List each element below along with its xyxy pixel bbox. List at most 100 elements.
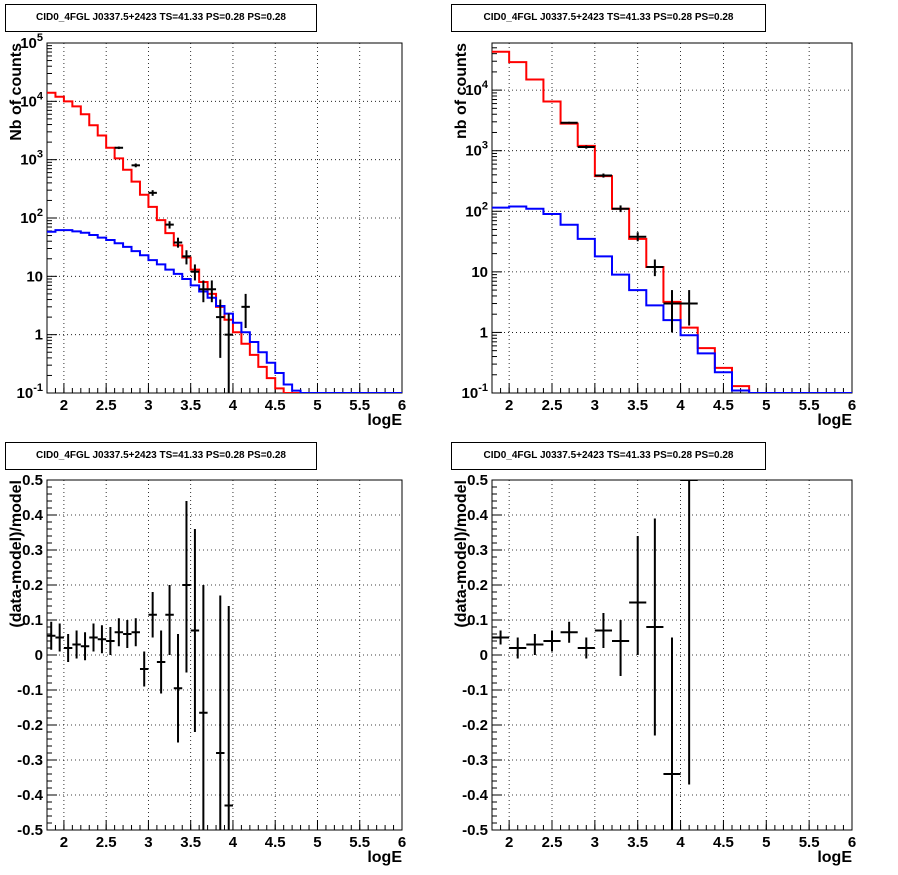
y-tick-label: 0.2 xyxy=(22,577,43,594)
data-point xyxy=(182,501,191,673)
data-point xyxy=(165,585,174,655)
x-tick-label: 5.5 xyxy=(799,834,820,851)
data-point xyxy=(241,293,250,329)
data-point xyxy=(190,529,200,732)
data-point xyxy=(629,536,647,655)
data-point xyxy=(224,313,233,393)
y-tick-label: 105 xyxy=(20,32,43,52)
data-point xyxy=(47,621,56,650)
y-tick-label: -0.5 xyxy=(462,822,488,839)
data-point xyxy=(207,280,217,303)
x-tick-label: 2 xyxy=(505,397,513,414)
data-point xyxy=(190,264,200,281)
data-point xyxy=(106,627,115,655)
y-tick-label: 10-1 xyxy=(17,382,43,402)
data-point xyxy=(173,237,183,248)
y-tick-label: 104 xyxy=(465,79,489,99)
data-point xyxy=(612,205,630,213)
x-tick-label: 2.5 xyxy=(96,834,117,851)
x-axis-label: logE xyxy=(817,849,852,866)
y-tick-label: 0 xyxy=(35,647,43,664)
title-box-bottom-right: CID0_4FGL J0337.5+2423 TS=41.33 PS=0.28 … xyxy=(451,442,766,470)
x-tick-label: 3 xyxy=(144,834,152,851)
data-point xyxy=(199,280,208,303)
y-tick-label: 10 xyxy=(471,264,488,281)
chart-panel-2: 2 2.5 3 3.5 4 4.5 5 5.5 6 10-1 1 10 102 103 104 logE nb … xyxy=(453,42,856,429)
y-tick-label: 0.4 xyxy=(467,507,489,524)
x-tick-label: 4.5 xyxy=(265,834,286,851)
data-point xyxy=(156,630,166,694)
data-point xyxy=(629,232,647,242)
data-point xyxy=(509,637,527,659)
x-tick-label: 6 xyxy=(848,834,856,851)
x-tick-label: 3 xyxy=(144,397,152,414)
chart-title: CID0_4FGL J0337.5+2423 TS=41.33 PS=0.28 … xyxy=(483,450,734,461)
data-point xyxy=(216,299,225,358)
x-tick-label: 3.5 xyxy=(180,834,201,851)
title-box-bottom-left: CID0_4FGL J0337.5+2423 TS=41.33 PS=0.28 … xyxy=(5,442,317,470)
x-tick-label: 3 xyxy=(591,834,599,851)
x-tick-label: 6 xyxy=(398,397,406,414)
data-point xyxy=(72,630,81,659)
data-point xyxy=(173,634,183,743)
x-tick-label: 4 xyxy=(676,834,685,851)
data-point xyxy=(680,480,698,785)
x-tick-label: 5 xyxy=(762,834,770,851)
data-point xyxy=(560,121,578,124)
data-point xyxy=(131,618,140,647)
y-tick-label: 103 xyxy=(20,149,43,169)
chart-title: CID0_4FGL J0337.5+2423 TS=41.33 PS=0.28 … xyxy=(36,450,286,461)
y-axis-label: Nb of counts xyxy=(8,43,25,141)
histogram-step-line-1 xyxy=(47,91,402,393)
y-tick-label: 103 xyxy=(465,140,488,160)
y-tick-label: 0.4 xyxy=(22,507,44,524)
chart-panel-1: 2 2.5 3 3.5 4 4.5 5 5.5 6 10-1 1 10 102 103 104 105 logE… xyxy=(8,32,406,429)
data-point xyxy=(543,630,561,652)
chart-panel-3: 2 2.5 3 3.5 4 4.5 5 5.5 6 -0.5 -0.4 -0.3 -0.2 -0.1 0 0.… xyxy=(8,472,406,866)
title-box-top-right: CID0_4FGL J0337.5+2423 TS=41.33 PS=0.28 … xyxy=(451,4,766,32)
data-point xyxy=(139,651,149,687)
y-tick-label: 0.3 xyxy=(22,542,43,559)
x-tick-label: 4 xyxy=(229,397,238,414)
chart-panel-4: 2 2.5 3 3.5 4 4.5 5 5.5 6 -0.5 -0.4 -0.3 -0.2 -0.1 0 0.… xyxy=(453,472,856,866)
data-point xyxy=(182,250,191,265)
x-tick-label: 4 xyxy=(229,834,238,851)
x-tick-label: 2 xyxy=(505,834,513,851)
chart-title: CID0_4FGL J0337.5+2423 TS=41.33 PS=0.28 … xyxy=(483,12,734,23)
y-tick-label: -0.4 xyxy=(17,787,44,804)
data-point xyxy=(526,634,544,655)
y-tick-label: 0.5 xyxy=(467,472,488,489)
y-tick-label: 1 xyxy=(35,327,43,344)
x-axis-label: logE xyxy=(367,849,402,866)
data-point xyxy=(663,637,681,830)
histogram-step-line-2 xyxy=(492,205,852,393)
x-tick-label: 5 xyxy=(313,834,321,851)
y-tick-label: -0.5 xyxy=(17,822,43,839)
x-tick-label: 2 xyxy=(60,834,68,851)
data-point xyxy=(123,620,132,648)
x-tick-label: 4 xyxy=(676,397,685,414)
y-axis-label: nb of counts xyxy=(453,43,470,139)
y-tick-label: -0.2 xyxy=(462,717,488,734)
plot-frame xyxy=(491,42,853,394)
y-tick-label: -0.1 xyxy=(462,682,488,699)
y-tick-label: 0.1 xyxy=(467,612,488,629)
data-point xyxy=(216,595,225,830)
data-point xyxy=(224,606,233,830)
y-tick-label: 102 xyxy=(20,207,43,227)
y-axis-label: (data-model)/model xyxy=(8,480,25,628)
x-axis-label: logE xyxy=(817,412,852,429)
x-tick-label: 2.5 xyxy=(96,397,117,414)
data-point xyxy=(55,623,64,652)
data-point xyxy=(199,585,208,830)
x-tick-label: 2.5 xyxy=(542,397,563,414)
plot-area xyxy=(47,501,233,830)
data-point xyxy=(114,146,124,150)
x-tick-label: 4.5 xyxy=(713,834,734,851)
data-point xyxy=(577,637,595,659)
y-tick-label: -0.3 xyxy=(17,752,43,769)
y-tick-label: 0 xyxy=(480,647,488,664)
y-tick-label: 104 xyxy=(20,90,44,110)
x-tick-label: 5.5 xyxy=(349,397,370,414)
data-point xyxy=(131,163,140,168)
